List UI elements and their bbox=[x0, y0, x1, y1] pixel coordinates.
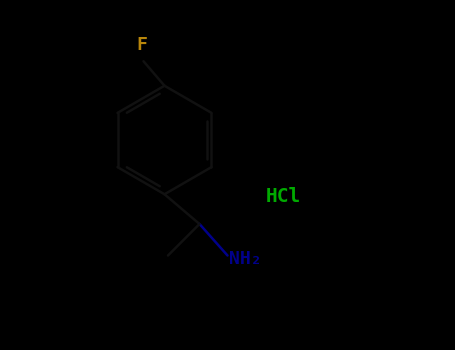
Text: HCl: HCl bbox=[266, 187, 301, 205]
Text: F: F bbox=[136, 36, 147, 54]
Text: NH₂: NH₂ bbox=[229, 250, 262, 268]
